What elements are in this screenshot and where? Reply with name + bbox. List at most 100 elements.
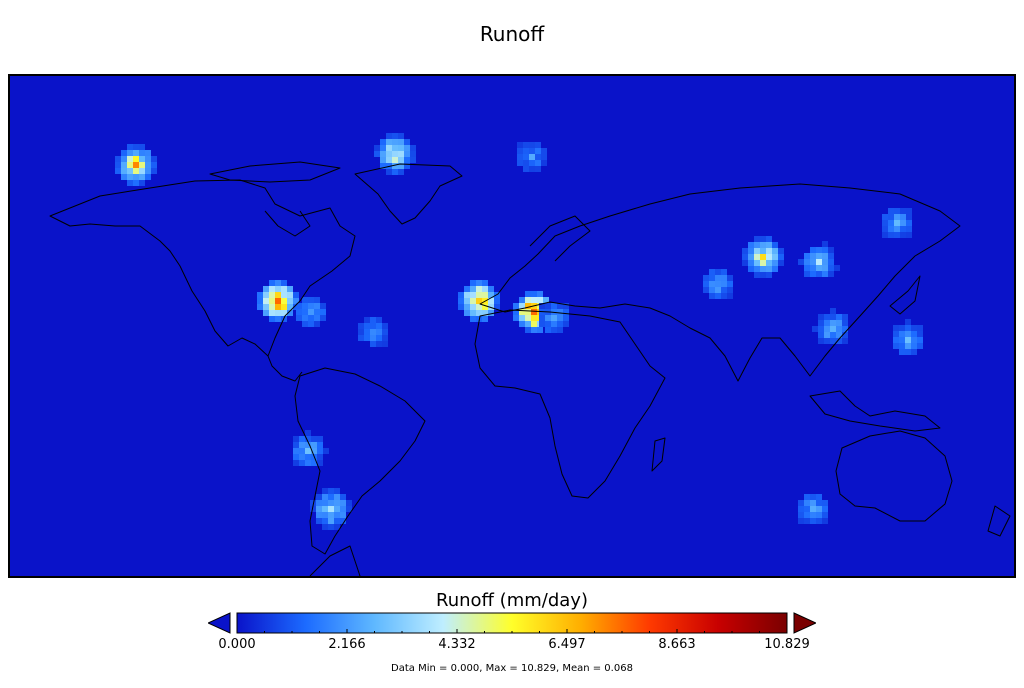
runoff-cell: [392, 169, 398, 175]
runoff-cell: [302, 321, 308, 327]
runoff-cell: [818, 326, 824, 332]
runoff-cell: [398, 145, 404, 151]
world-map: [49, 133, 1011, 576]
runoff-cell: [464, 310, 470, 316]
runoff-cell: [139, 150, 145, 156]
runoff-cell: [322, 494, 328, 500]
runoff-cell: [374, 145, 380, 151]
runoff-cell: [539, 321, 545, 327]
runoff-cell: [376, 341, 382, 347]
runoff-cell: [364, 329, 370, 335]
coastline-north-america: [49, 179, 356, 357]
runoff-cell: [269, 298, 275, 304]
runoff-cell: [824, 332, 830, 338]
runoff-cell: [893, 331, 899, 337]
runoff-cell: [328, 506, 334, 512]
runoff-cell: [127, 180, 133, 186]
runoff-cell: [772, 260, 778, 266]
runoff-cell: [828, 259, 834, 265]
runoff-cell: [804, 259, 810, 265]
runoff-cell: [911, 325, 917, 331]
runoff-cell: [541, 160, 547, 166]
runoff-cell: [830, 326, 836, 332]
runoff-cell: [382, 335, 388, 341]
runoff-cell: [470, 310, 476, 316]
runoff-cell: [830, 332, 836, 338]
runoff-cell: [882, 226, 888, 232]
runoff-cell: [822, 512, 828, 518]
runoff-cell: [482, 286, 488, 292]
runoff-cell: [551, 327, 557, 333]
runoff-cell: [358, 335, 364, 341]
runoff-cell: [899, 349, 905, 355]
runoff-cell: [293, 460, 299, 466]
runoff-cell: [275, 280, 281, 286]
runoff-cell: [810, 494, 816, 500]
runoff-cell: [314, 309, 320, 315]
runoff-cell: [709, 287, 715, 293]
colorbar: [208, 612, 816, 634]
runoff-cell: [310, 500, 316, 506]
coastline-new-zealand: [987, 505, 1011, 537]
runoff-cell: [804, 271, 810, 277]
runoff-cell: [816, 518, 822, 524]
runoff-cell: [257, 292, 263, 298]
runoff-cell: [563, 315, 569, 321]
runoff-cell: [380, 145, 386, 151]
runoff-cell: [772, 254, 778, 260]
runoff-cell: [766, 236, 772, 242]
runoff-cell: [754, 254, 760, 260]
runoff-cell: [523, 142, 529, 148]
runoff-cell: [305, 436, 311, 442]
runoff-cell: [320, 309, 326, 315]
runoff-cell: [836, 314, 842, 320]
runoff-cell: [364, 335, 370, 341]
runoff-cell: [476, 310, 482, 316]
runoff-cell: [320, 315, 326, 321]
runoff-cell: [398, 139, 404, 145]
runoff-cell: [488, 292, 494, 298]
runoff-cell: [816, 259, 822, 265]
runoff-cell: [842, 332, 848, 338]
runoff-cell: [322, 524, 328, 530]
colorbar-tick-label: 10.829: [764, 637, 810, 652]
runoff-cell: [517, 142, 523, 148]
runoff-cell: [727, 281, 733, 287]
runoff-cell: [882, 232, 888, 238]
runoff-cell: [816, 506, 822, 512]
runoff-cell: [482, 292, 488, 298]
runoff-cell: [346, 506, 352, 512]
runoff-cell: [257, 298, 263, 304]
runoff-cell: [882, 214, 888, 220]
runoff-cell: [810, 518, 816, 524]
runoff-cell: [287, 310, 293, 316]
runoff-cell: [281, 286, 287, 292]
runoff-cell: [133, 162, 139, 168]
runoff-cell: [470, 292, 476, 298]
runoff-cell: [727, 275, 733, 281]
coastline-central-america: [267, 355, 303, 382]
runoff-cell: [545, 327, 551, 333]
runoff-cell: [822, 518, 828, 524]
runoff-cell: [905, 343, 911, 349]
runoff-cell: [121, 168, 127, 174]
runoff-cell: [905, 337, 911, 343]
runoff-cell: [822, 241, 828, 247]
runoff-cell: [392, 139, 398, 145]
runoff-cell: [314, 321, 320, 327]
runoff-cell: [328, 488, 334, 494]
colorbar-over-arrow: [793, 612, 816, 634]
runoff-cell: [263, 310, 269, 316]
runoff-cell: [517, 148, 523, 154]
runoff-cell: [900, 226, 906, 232]
runoff-cell: [798, 259, 804, 265]
runoff-cell: [317, 460, 323, 466]
runoff-cell: [121, 162, 127, 168]
runoff-cell: [888, 208, 894, 214]
runoff-cell: [721, 293, 727, 299]
runoff-cell: [334, 518, 340, 524]
runoff-cell: [340, 500, 346, 506]
runoff-cell: [392, 145, 398, 151]
runoff-cell: [709, 275, 715, 281]
runoff-cell: [263, 304, 269, 310]
